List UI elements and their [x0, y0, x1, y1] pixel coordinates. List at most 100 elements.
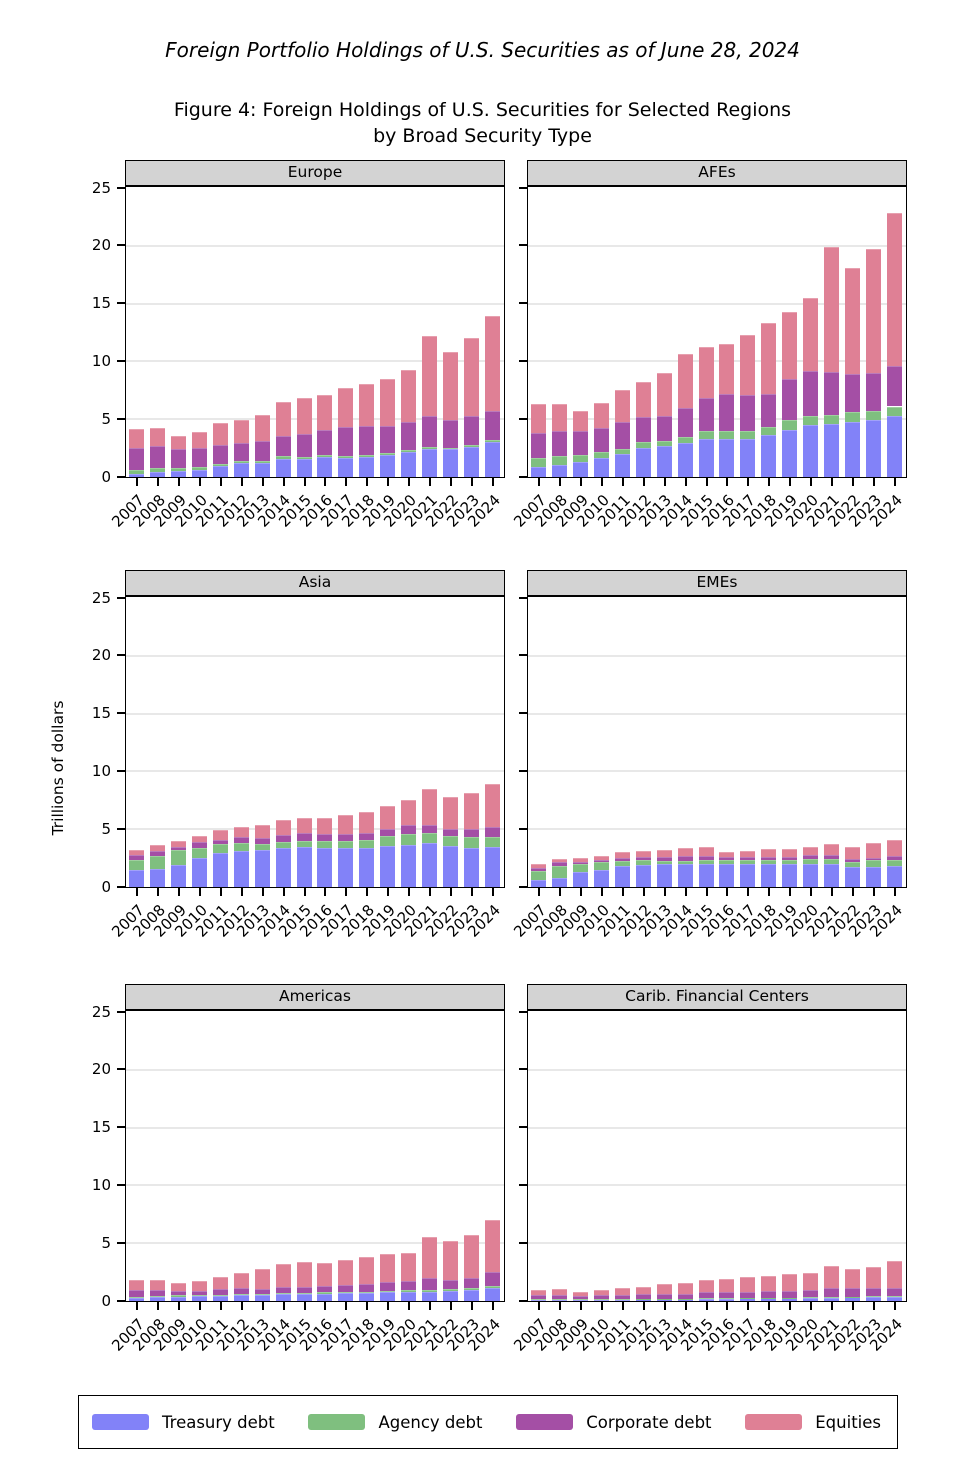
gridline-15 — [528, 712, 906, 715]
bar-2007-treasury — [530, 466, 546, 477]
y-tick-10 — [519, 1183, 527, 1186]
x-tick-2020 — [408, 478, 411, 486]
bar-2007-treasury — [530, 880, 546, 887]
gridline-10 — [528, 1184, 906, 1187]
x-tick-2012 — [642, 888, 645, 896]
y-tick-label-5: 5 — [101, 819, 111, 838]
bar-2007-equities — [530, 1290, 546, 1296]
bar-2022-treasury — [845, 867, 861, 887]
y-tick-10 — [519, 359, 527, 362]
bar-2015-equities — [698, 346, 714, 399]
x-tick-2013 — [261, 888, 264, 896]
bar-2023-corporate — [866, 1288, 882, 1297]
bar-2013-treasury — [656, 1299, 672, 1301]
bar-2012-agency — [233, 1294, 249, 1296]
plot-area-carib — [527, 1010, 907, 1302]
bar-2018-corporate — [359, 425, 375, 456]
y-tick-25 — [117, 1010, 125, 1013]
bar-2023-treasury — [464, 1290, 480, 1301]
panel-header-europe: Europe — [125, 160, 505, 186]
x-tick-2021 — [831, 1302, 834, 1310]
bar-2010-equities — [191, 1281, 207, 1291]
bar-2010-equities — [593, 403, 609, 428]
bar-2007-treasury — [530, 1299, 546, 1301]
bar-2014-equities — [677, 848, 693, 857]
bar-2024-corporate — [887, 366, 903, 407]
bar-2024-treasury — [485, 846, 501, 887]
bar-2015-agency — [698, 1298, 714, 1299]
bar-2018-corporate — [761, 394, 777, 428]
treasury-debt-swatch — [92, 1414, 149, 1430]
x-tick-2021 — [831, 888, 834, 896]
bar-2015-equities — [296, 817, 312, 834]
bar-2018-corporate — [359, 832, 375, 841]
bar-2020-corporate — [401, 422, 417, 450]
x-tick-2023 — [873, 1302, 876, 1310]
y-axis-title-text: Trillions of dollars — [49, 700, 67, 836]
bar-2016-equities — [317, 394, 333, 430]
x-tick-2019 — [789, 888, 792, 896]
bar-2011-equities — [212, 830, 228, 840]
bar-2015-agency — [296, 456, 312, 460]
bar-2017-equities — [338, 388, 354, 428]
gridline-10 — [126, 360, 504, 363]
x-tick-2014 — [282, 478, 285, 486]
bar-2015-treasury — [698, 1298, 714, 1301]
panel-header-emes: EMEs — [527, 570, 907, 596]
bar-2011-corporate — [614, 1294, 630, 1300]
x-tick-2010 — [198, 1302, 201, 1310]
bar-2007-agency — [530, 457, 546, 467]
bar-2015-treasury — [296, 459, 312, 477]
bar-2020-equities — [401, 370, 417, 423]
y-tick-20 — [117, 654, 125, 657]
bar-2016-corporate — [719, 394, 735, 431]
x-tick-2023 — [471, 888, 474, 896]
gridline-5 — [126, 828, 504, 831]
bar-2016-treasury — [719, 1298, 735, 1301]
bar-2008-agency — [551, 865, 567, 879]
bar-2022-agency — [845, 1296, 861, 1298]
bar-2017-agency — [338, 840, 354, 848]
panel-asia: Asia 2007 2008 2009 2010 2011 2012 2013 2014 201… — [92, 570, 505, 941]
x-tick-2021 — [429, 888, 432, 896]
x-tick-2016 — [726, 1302, 729, 1310]
bar-2016-corporate — [317, 429, 333, 456]
bar-2015-equities — [698, 846, 714, 856]
bar-2012-corporate — [635, 417, 651, 442]
bar-2022-agency — [443, 447, 459, 450]
bar-2023-equities — [464, 1234, 480, 1279]
bar-2012-equities — [635, 381, 651, 418]
bar-2016-corporate — [317, 834, 333, 842]
bar-2010-treasury — [593, 1299, 609, 1301]
bar-2018-corporate — [359, 1283, 375, 1292]
bar-2022-equities — [845, 267, 861, 374]
bar-2020-corporate — [803, 370, 819, 416]
bar-2019-agency — [380, 1291, 396, 1293]
bar-2019-treasury — [380, 455, 396, 477]
bar-2024-agency — [887, 1296, 903, 1297]
y-tick-label-10: 10 — [91, 761, 111, 780]
bar-2021-treasury — [422, 449, 438, 477]
bar-2024-agency — [485, 440, 501, 443]
bar-2009-treasury — [572, 871, 588, 887]
bar-2016-equities — [719, 851, 735, 857]
bar-2007-corporate — [530, 1295, 546, 1300]
legend-item-agency-debt: Agency debt — [308, 1413, 483, 1432]
bar-2024-treasury — [485, 442, 501, 477]
bar-2021-agency — [824, 858, 840, 865]
bar-2015-treasury — [296, 1294, 312, 1301]
x-tick-2023 — [471, 1302, 474, 1310]
bar-2017-agency — [740, 860, 756, 864]
bar-2015-corporate — [698, 855, 714, 861]
bar-2023-equities — [866, 843, 882, 858]
bar-2008-treasury — [551, 464, 567, 477]
bar-2011-treasury — [212, 466, 228, 477]
bar-2010-treasury — [191, 470, 207, 477]
bar-2017-corporate — [740, 1291, 756, 1298]
bar-2022-equities — [845, 1268, 861, 1289]
bar-2014-treasury — [677, 1299, 693, 1301]
x-tick-2020 — [408, 888, 411, 896]
y-tick-10 — [117, 1183, 125, 1186]
bar-2018-equities — [761, 1275, 777, 1292]
bar-2012-treasury — [233, 463, 249, 477]
